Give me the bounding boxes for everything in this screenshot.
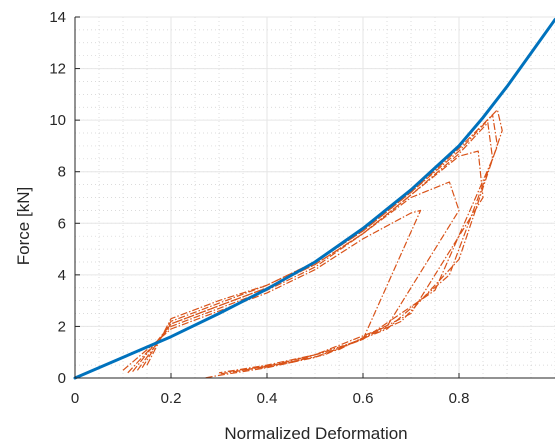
x-tick-label: 0.4	[257, 390, 278, 407]
x-tick-label: 0.2	[161, 390, 182, 407]
x-tick-label: 0	[71, 390, 79, 407]
measured-cycle-4	[136, 122, 494, 373]
y-tick-label: 12	[49, 61, 66, 78]
y-tick-labels: 0 2 4 6 8 10 12 14	[49, 9, 66, 387]
measured-cycle-2	[127, 181, 460, 375]
y-axis-title: Force [kN]	[14, 187, 33, 265]
y-tick-label: 10	[49, 112, 66, 129]
model-series	[73, 18, 555, 380]
y-tick-label: 2	[58, 318, 66, 335]
x-tick-label: 0.6	[353, 390, 374, 407]
model-curve	[73, 18, 555, 380]
x-axis-title: Normalized Deformation	[224, 424, 407, 443]
y-tick-label: 0	[58, 370, 66, 387]
y-tick-label: 14	[49, 9, 66, 26]
x-tick-labels: 0 0.2 0.4 0.6 0.8	[71, 390, 470, 407]
measured-cycle-6	[146, 109, 503, 370]
measured-cycle-5	[141, 114, 498, 371]
y-tick-label: 8	[58, 164, 66, 181]
axes	[74, 16, 555, 379]
measured-series	[122, 109, 503, 379]
y-tick-label: 4	[58, 267, 66, 284]
x-tick-label: 0.8	[449, 390, 470, 407]
measured-cycle-1	[122, 209, 422, 379]
y-tick-label: 6	[58, 215, 66, 232]
